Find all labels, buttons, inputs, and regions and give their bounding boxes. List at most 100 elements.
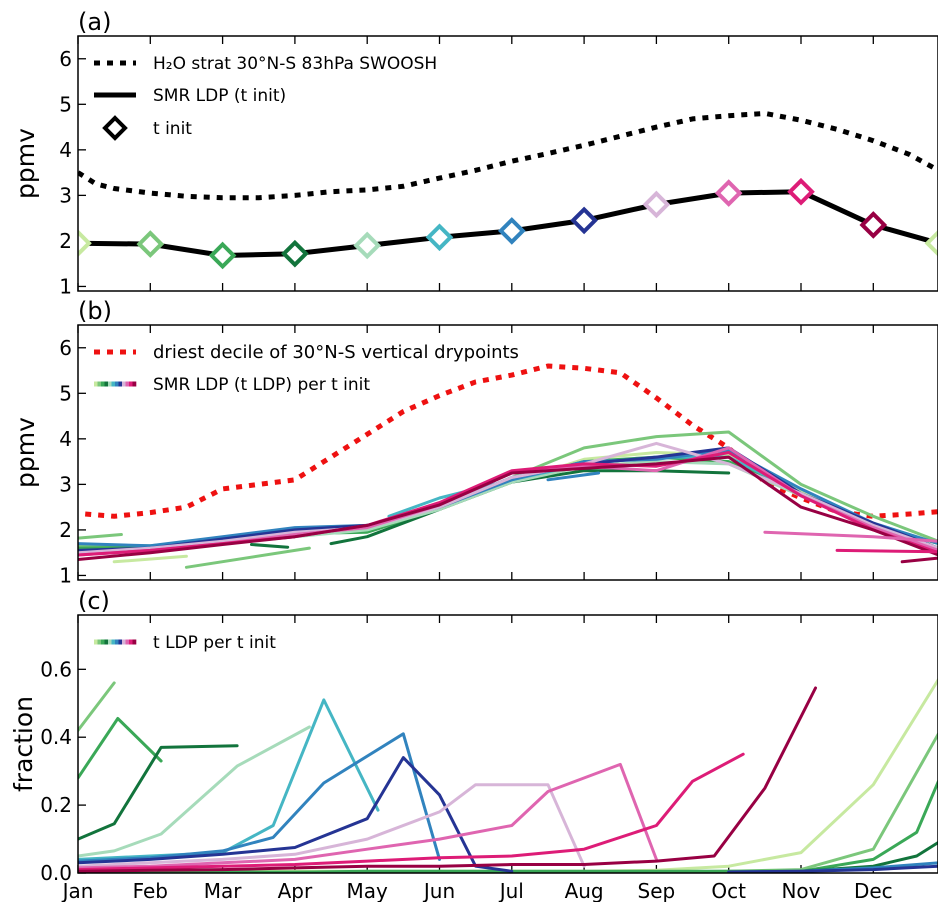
series-line [78, 448, 938, 548]
legend-diamond-swatch [102, 115, 128, 141]
series-line [78, 698, 380, 861]
y-tick-label: 0.6 [40, 657, 72, 681]
series-line [78, 686, 817, 873]
y-tick-label: 2 [59, 518, 72, 542]
legend-multicolor-swatch-segment [122, 381, 126, 387]
legend-multicolor-swatch-segment [94, 381, 98, 387]
y-axis-label: ppmv [11, 128, 40, 199]
axes-frame [77, 35, 938, 292]
legend-multicolor-swatch-segment [118, 381, 123, 387]
tinit-diamond-marker [497, 217, 526, 245]
series-line [78, 783, 586, 868]
x-tick-label: Feb [133, 879, 168, 902]
legend-label: t LDP per t init [153, 633, 276, 653]
y-tick-label: 5 [59, 92, 72, 116]
legend-multicolor-swatch-segment [115, 381, 119, 387]
legend-multicolor-swatch-segment [111, 639, 116, 645]
x-tick-label: Mar [204, 879, 243, 902]
series-line [112, 554, 188, 564]
series-line [78, 725, 311, 858]
series-line [78, 752, 745, 872]
series-line [78, 762, 658, 870]
x-tick-label: Nov [781, 879, 820, 902]
x-tick-label: Oct [711, 879, 746, 902]
y-tick-label: 4 [59, 138, 72, 162]
tinit-diamond-marker [425, 223, 454, 252]
legend-multicolor-swatch-segment [94, 639, 98, 645]
legend-label: H₂O strat 30°N-S 83hPa SWOOSH [153, 54, 437, 74]
panel-b: (b) 1 2 3 4 5 6 ppmv driest decile of 30°N-S ver… [11, 297, 938, 587]
legend-multicolor-swatch-segment [132, 639, 137, 645]
x-tick-label: Dec [854, 879, 893, 902]
y-tick-label: 5 [59, 381, 72, 405]
y-tick-label: 3 [59, 183, 72, 207]
tinit-diamond-marker [642, 190, 671, 219]
legend-multicolor-swatch-segment [108, 639, 112, 645]
panel-a: (a) 1 2 3 4 5 6 ppmv H₂O strat 30°N-S 83hPa SWOO… [11, 8, 938, 298]
panel-c: (c) 0.0 0.2 0.4 0.6 Jan Feb Mar Apr May Jun Jul Aug S… [9, 587, 938, 902]
tinit-diamond-marker [78, 229, 92, 258]
legend-multicolor-swatch-segment [97, 639, 102, 645]
series-line [78, 756, 514, 873]
x-tick-label: Sep [638, 879, 676, 902]
legend-multicolor-swatch-segment [108, 381, 112, 387]
plot-area [78, 363, 938, 569]
panel-label: (c) [78, 587, 110, 615]
legend-multicolor-swatch-segment [125, 639, 130, 645]
tinit-diamond-marker [208, 241, 237, 270]
tinit-diamond-marker [136, 230, 165, 258]
tinit-diamond-marker [570, 206, 598, 235]
legend-multicolor-swatch-segment [101, 381, 105, 387]
legend-label: t init [153, 119, 192, 139]
series-line [78, 678, 938, 873]
y-tick-label: 0.0 [40, 861, 72, 885]
x-tick-label: Apr [278, 879, 313, 902]
series-line [78, 455, 938, 561]
legend-multicolor-swatch-segment [129, 639, 133, 645]
y-tick-label: 4 [59, 427, 72, 451]
legend-multicolor-swatch-segment [125, 381, 130, 387]
legend-multicolor-swatch-segment [104, 639, 109, 645]
legend-multicolor-swatch-segment [101, 639, 105, 645]
series-line [78, 717, 163, 780]
series-line [763, 530, 938, 543]
panel-label: (b) [78, 297, 112, 325]
series-dotted-line [85, 363, 938, 519]
x-tick-label: Aug [565, 879, 604, 902]
y-tick-label: 1 [59, 274, 72, 298]
series-line [900, 556, 938, 564]
y-tick-label: 6 [59, 336, 72, 360]
y-tick-label: 0.2 [40, 793, 72, 817]
y-tick-label: 1 [59, 563, 72, 587]
tinit-diamond-marker [924, 229, 938, 257]
plot-area [78, 110, 938, 270]
y-tick-label: 0.4 [40, 725, 72, 749]
y-axis-label: ppmv [11, 417, 40, 488]
series-line [835, 548, 938, 554]
legend-multicolor-swatch-segment [118, 639, 123, 645]
tinit-diamond-marker [353, 231, 382, 260]
tinit-diamond-marker [787, 177, 815, 206]
tinit-diamond-marker [281, 239, 309, 268]
axes-frame [77, 324, 938, 581]
plot-area [78, 678, 938, 873]
x-tick-label: Jan [61, 879, 94, 902]
legend-multicolor-swatch-segment [111, 381, 116, 387]
legend-multicolor-swatch-segment [132, 381, 137, 387]
legend-label: SMR LDP (t LDP) per t init [153, 375, 370, 395]
y-tick-label: 6 [59, 47, 72, 71]
x-tick-label: May [347, 879, 389, 902]
x-tick-label: Jun [422, 879, 455, 902]
series-line [546, 471, 601, 482]
y-axis-label: fraction [9, 696, 38, 792]
tinit-diamond-marker [714, 179, 743, 207]
legend-multicolor-swatch-segment [129, 381, 133, 387]
series-line [78, 681, 116, 732]
y-tick-label: 3 [59, 472, 72, 496]
series-dotted-line [78, 110, 938, 201]
series-line [727, 864, 938, 873]
legend-multicolor-swatch-segment [122, 639, 126, 645]
x-tick-label: Jul [498, 879, 524, 902]
y-tick-label: 2 [59, 229, 72, 253]
